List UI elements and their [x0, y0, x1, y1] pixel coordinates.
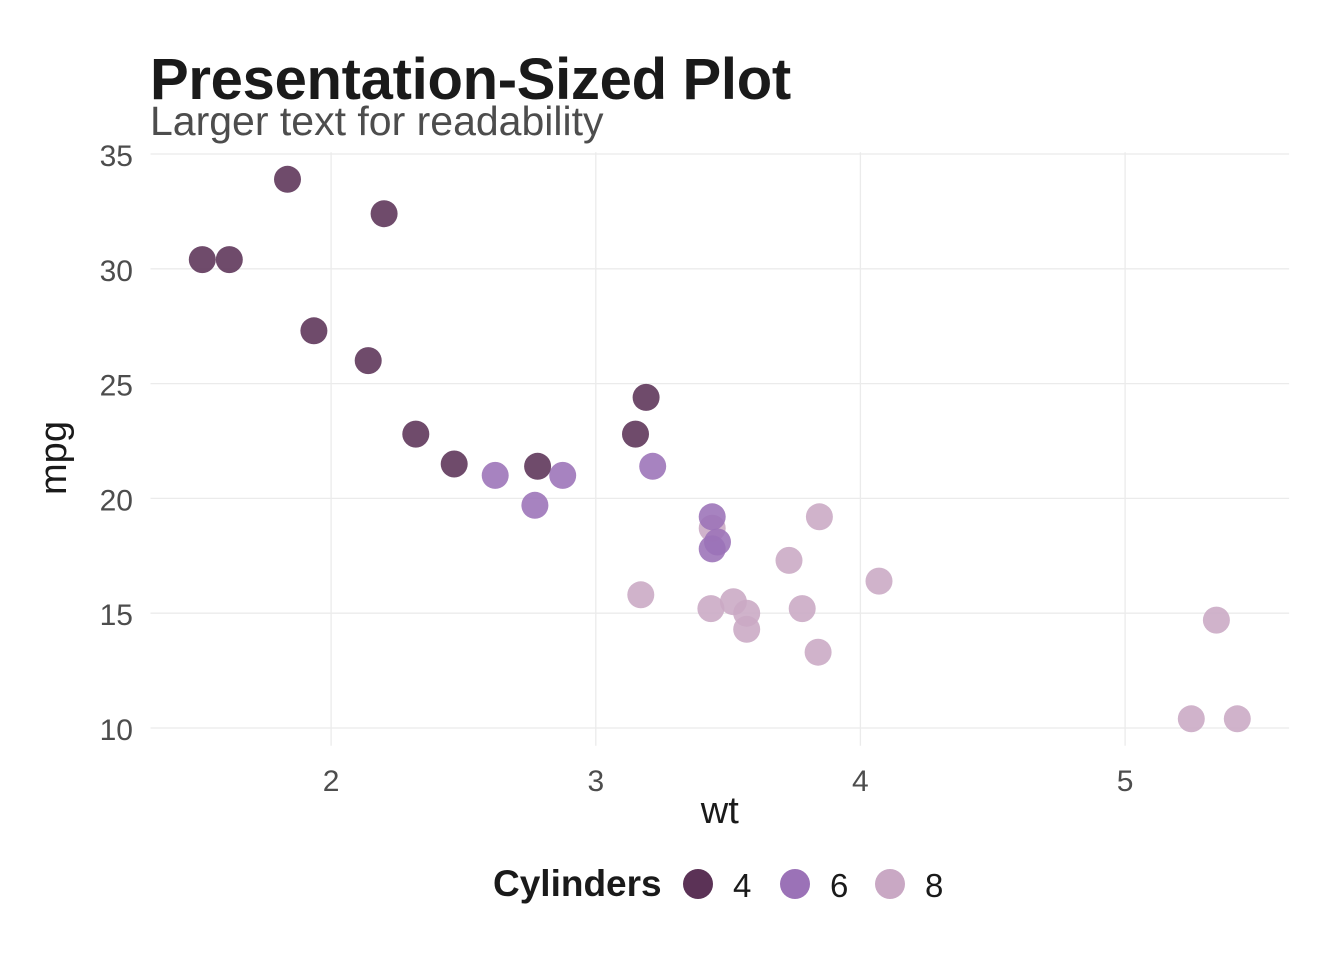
- svg-text:30: 30: [100, 255, 133, 288]
- svg-text:mpg: mpg: [33, 421, 75, 495]
- svg-text:8: 8: [925, 867, 943, 904]
- svg-text:15: 15: [100, 599, 133, 632]
- svg-text:wt: wt: [700, 790, 739, 832]
- svg-text:6: 6: [830, 867, 848, 904]
- svg-text:5: 5: [1117, 765, 1134, 798]
- svg-text:35: 35: [100, 140, 133, 173]
- svg-text:20: 20: [100, 484, 133, 517]
- svg-text:4: 4: [852, 765, 869, 798]
- svg-text:2: 2: [323, 765, 340, 798]
- svg-text:10: 10: [100, 714, 133, 747]
- svg-text:3: 3: [587, 765, 604, 798]
- svg-text:4: 4: [733, 867, 751, 904]
- svg-text:25: 25: [100, 370, 133, 403]
- svg-text:Cylinders: Cylinders: [493, 863, 662, 904]
